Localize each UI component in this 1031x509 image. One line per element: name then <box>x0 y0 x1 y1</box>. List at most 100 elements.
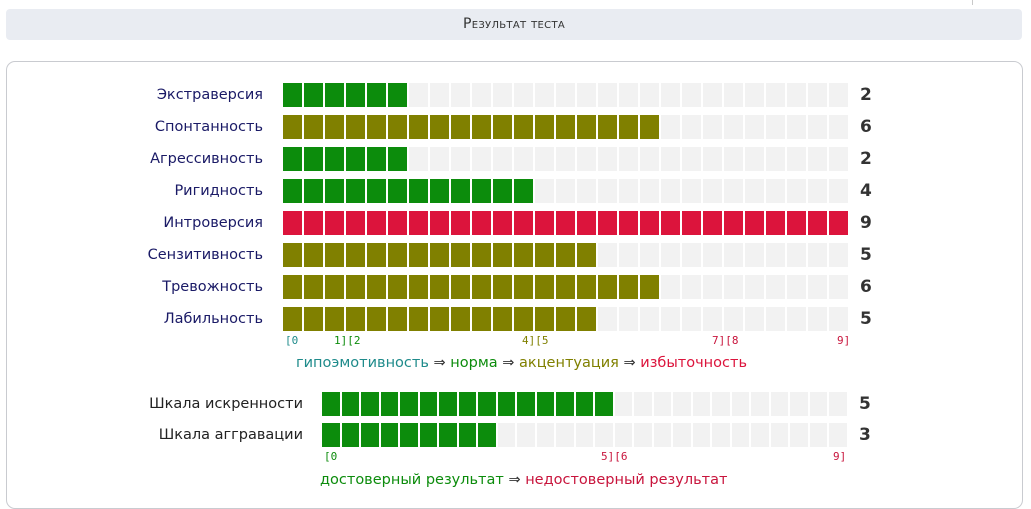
validity-tick-0: [0 <box>324 450 338 463</box>
bar-cell-filled <box>556 211 577 235</box>
bar-cell-filled <box>598 115 619 139</box>
bar-cell-filled <box>367 147 388 171</box>
bar-cell-filled <box>451 115 472 139</box>
bar-cell-empty <box>514 83 535 107</box>
legend-accent: акцентуация <box>519 355 619 371</box>
bar-cell-filled <box>325 275 346 299</box>
bar-cell-empty <box>724 179 745 203</box>
bar-cell-filled <box>419 392 440 416</box>
bar-cell-empty <box>808 147 829 171</box>
bar-cell-filled <box>430 307 451 331</box>
bar-cell-empty <box>766 307 787 331</box>
bar-cell-filled <box>304 243 325 267</box>
bar-cell-empty <box>640 307 661 331</box>
bar-cell-empty <box>724 115 745 139</box>
scale-row: Экстраверсия 2 <box>7 83 1007 107</box>
bar-cell-empty <box>409 83 430 107</box>
bar-cell-filled <box>535 211 556 235</box>
bar-cell-empty <box>829 307 850 331</box>
top-divider <box>972 0 973 5</box>
validity-row: Шкала искренности 5 <box>7 392 1007 416</box>
bar-cell-filled <box>514 115 535 139</box>
bar-cell-empty <box>598 307 619 331</box>
score-bar <box>283 307 850 331</box>
bar-cell-empty <box>724 83 745 107</box>
bar-cell-empty <box>829 83 850 107</box>
bar-cell-empty <box>493 83 514 107</box>
bar-cell-filled <box>346 275 367 299</box>
bar-cell-empty <box>829 423 849 447</box>
bar-cell-filled <box>493 275 514 299</box>
score-bar <box>322 423 849 447</box>
bar-cell-empty <box>661 83 682 107</box>
bar-cell-filled <box>341 423 362 447</box>
bar-cell-filled <box>388 307 409 331</box>
bar-cell-filled <box>304 307 325 331</box>
bar-cell-filled <box>514 307 535 331</box>
scale-label: Тревожность <box>162 279 263 295</box>
scale-label: Агрессивность <box>150 151 263 167</box>
bar-cell-filled <box>283 211 304 235</box>
bar-cell-empty <box>829 275 850 299</box>
bar-cell-filled <box>493 179 514 203</box>
bar-cell-empty <box>409 147 430 171</box>
score-value: 6 <box>860 277 872 297</box>
bar-cell-filled <box>451 307 472 331</box>
bar-cell-filled <box>430 243 451 267</box>
bar-cell-filled <box>346 83 367 107</box>
bar-cell-filled <box>514 179 535 203</box>
bar-cell-empty <box>766 275 787 299</box>
bar-cell-filled <box>346 243 367 267</box>
legend-hypo: гипоэмотивность <box>296 355 429 371</box>
bar-cell-filled <box>419 423 440 447</box>
bar-cell-empty <box>787 179 808 203</box>
bar-cell-empty <box>692 423 713 447</box>
bar-cell-filled <box>304 211 325 235</box>
bar-cell-filled <box>619 275 640 299</box>
bar-cell-filled <box>325 307 346 331</box>
bar-cell-empty <box>770 392 791 416</box>
bar-cell-filled <box>325 179 346 203</box>
scale-row: Лабильность 5 <box>7 307 1007 331</box>
bar-cell-filled <box>536 392 557 416</box>
bar-cell-filled <box>535 307 556 331</box>
validity-tick-9: 9] <box>833 450 847 463</box>
score-value: 2 <box>860 149 872 169</box>
bar-cell-empty <box>703 115 724 139</box>
score-value: 4 <box>860 181 872 201</box>
bar-cell-filled <box>787 211 808 235</box>
bar-cell-empty <box>745 243 766 267</box>
bar-cell-filled <box>430 211 451 235</box>
bar-cell-empty <box>661 307 682 331</box>
bar-cell-filled <box>283 83 304 107</box>
bar-cell-empty <box>653 392 674 416</box>
bar-cell-filled <box>367 83 388 107</box>
bar-cell-filled <box>493 243 514 267</box>
bar-cell-empty <box>640 147 661 171</box>
scale-row: Спонтанность 6 <box>7 115 1007 139</box>
bar-cell-empty <box>556 147 577 171</box>
bar-cell-empty <box>535 83 556 107</box>
bar-cell-empty <box>614 392 635 416</box>
bar-cell-empty <box>703 147 724 171</box>
bar-cell-empty <box>766 243 787 267</box>
score-value: 5 <box>860 309 872 329</box>
bar-cell-filled <box>472 275 493 299</box>
score-bar <box>283 179 850 203</box>
bar-cell-filled <box>535 275 556 299</box>
bar-cell-empty <box>724 243 745 267</box>
scale-tick-4-5: 4][5 <box>522 334 549 347</box>
bar-cell-filled <box>493 211 514 235</box>
bar-cell-empty <box>682 179 703 203</box>
scale-label: Экстраверсия <box>156 87 263 103</box>
bar-cell-empty <box>703 83 724 107</box>
bar-cell-empty <box>536 423 557 447</box>
bar-cell-empty <box>787 147 808 171</box>
bar-cell-filled <box>556 115 577 139</box>
bar-cell-filled <box>478 423 498 447</box>
bar-cell-empty <box>829 115 850 139</box>
legend-arrow: ⇒ <box>508 472 521 488</box>
bar-cell-filled <box>367 243 388 267</box>
bar-cell-empty <box>619 83 640 107</box>
scale-label: Сензитивность <box>147 247 263 263</box>
